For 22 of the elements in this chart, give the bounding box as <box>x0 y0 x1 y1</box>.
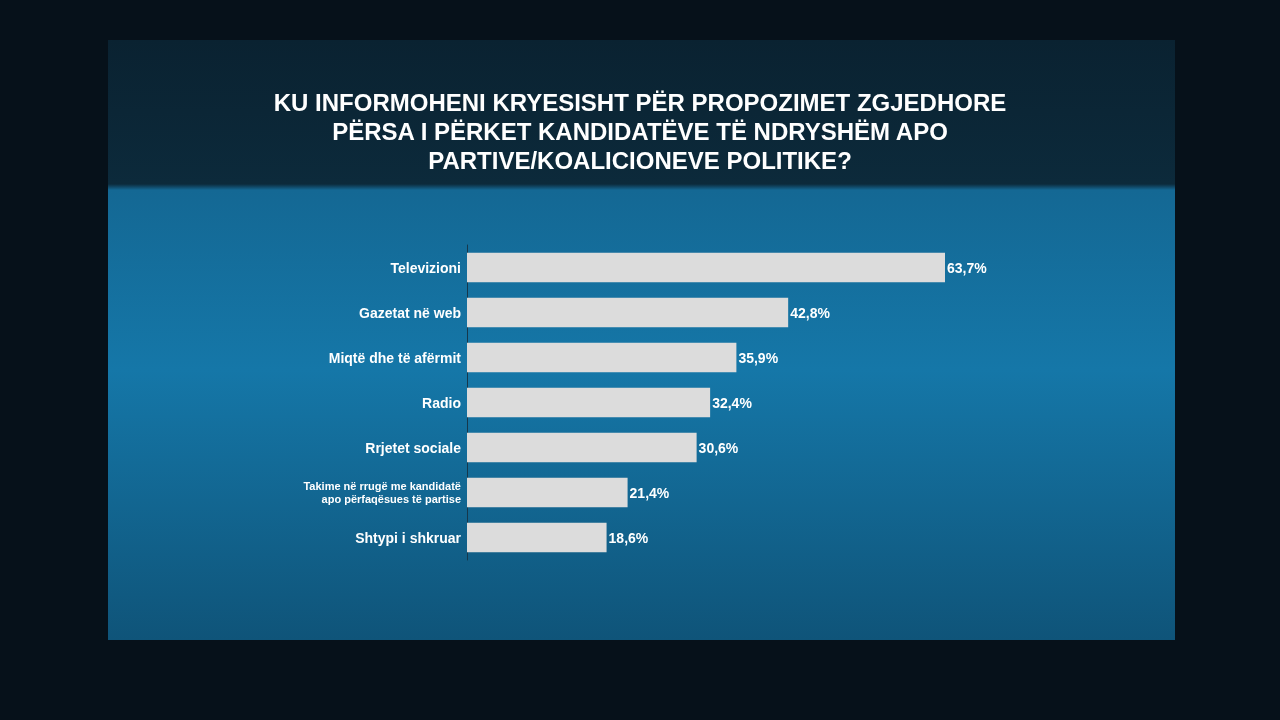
bar <box>467 522 607 553</box>
bar <box>467 477 628 508</box>
data-label: 42,8% <box>790 304 831 321</box>
data-label: 63,7% <box>947 259 988 276</box>
bar <box>467 342 737 373</box>
bar <box>467 297 789 328</box>
bar <box>467 252 945 283</box>
y-tick-label: Televizioni <box>390 259 461 276</box>
y-tick-label: Takime në rrugë me kandidatë apo përfaqësues të partise <box>303 480 461 505</box>
data-label: 35,9% <box>738 349 779 366</box>
data-label: 30,6% <box>698 439 739 456</box>
chart-title: KU INFORMOHENI KRYESISHT PËR PROPOZIMET ZGJEDHORE PËRSA I PËRKET KANDIDATËVE TË NDRYSHËM APO PARTIVE/KOALICIONEVE POLITIKE? <box>272 88 1008 175</box>
y-tick-label: Gazetat në web <box>359 304 461 321</box>
y-tick-label: Radio <box>422 394 461 411</box>
data-label: 21,4% <box>629 484 670 501</box>
y-tick-label: Miqtë dhe të afërmit <box>328 349 462 366</box>
y-tick-label: Shtypi i shkruar <box>355 529 462 546</box>
bar <box>467 387 711 418</box>
data-label: 18,6% <box>608 529 649 546</box>
data-label: 32,4% <box>712 394 753 411</box>
bar <box>467 432 697 463</box>
y-tick-label: Rrjetet sociale <box>365 439 462 456</box>
